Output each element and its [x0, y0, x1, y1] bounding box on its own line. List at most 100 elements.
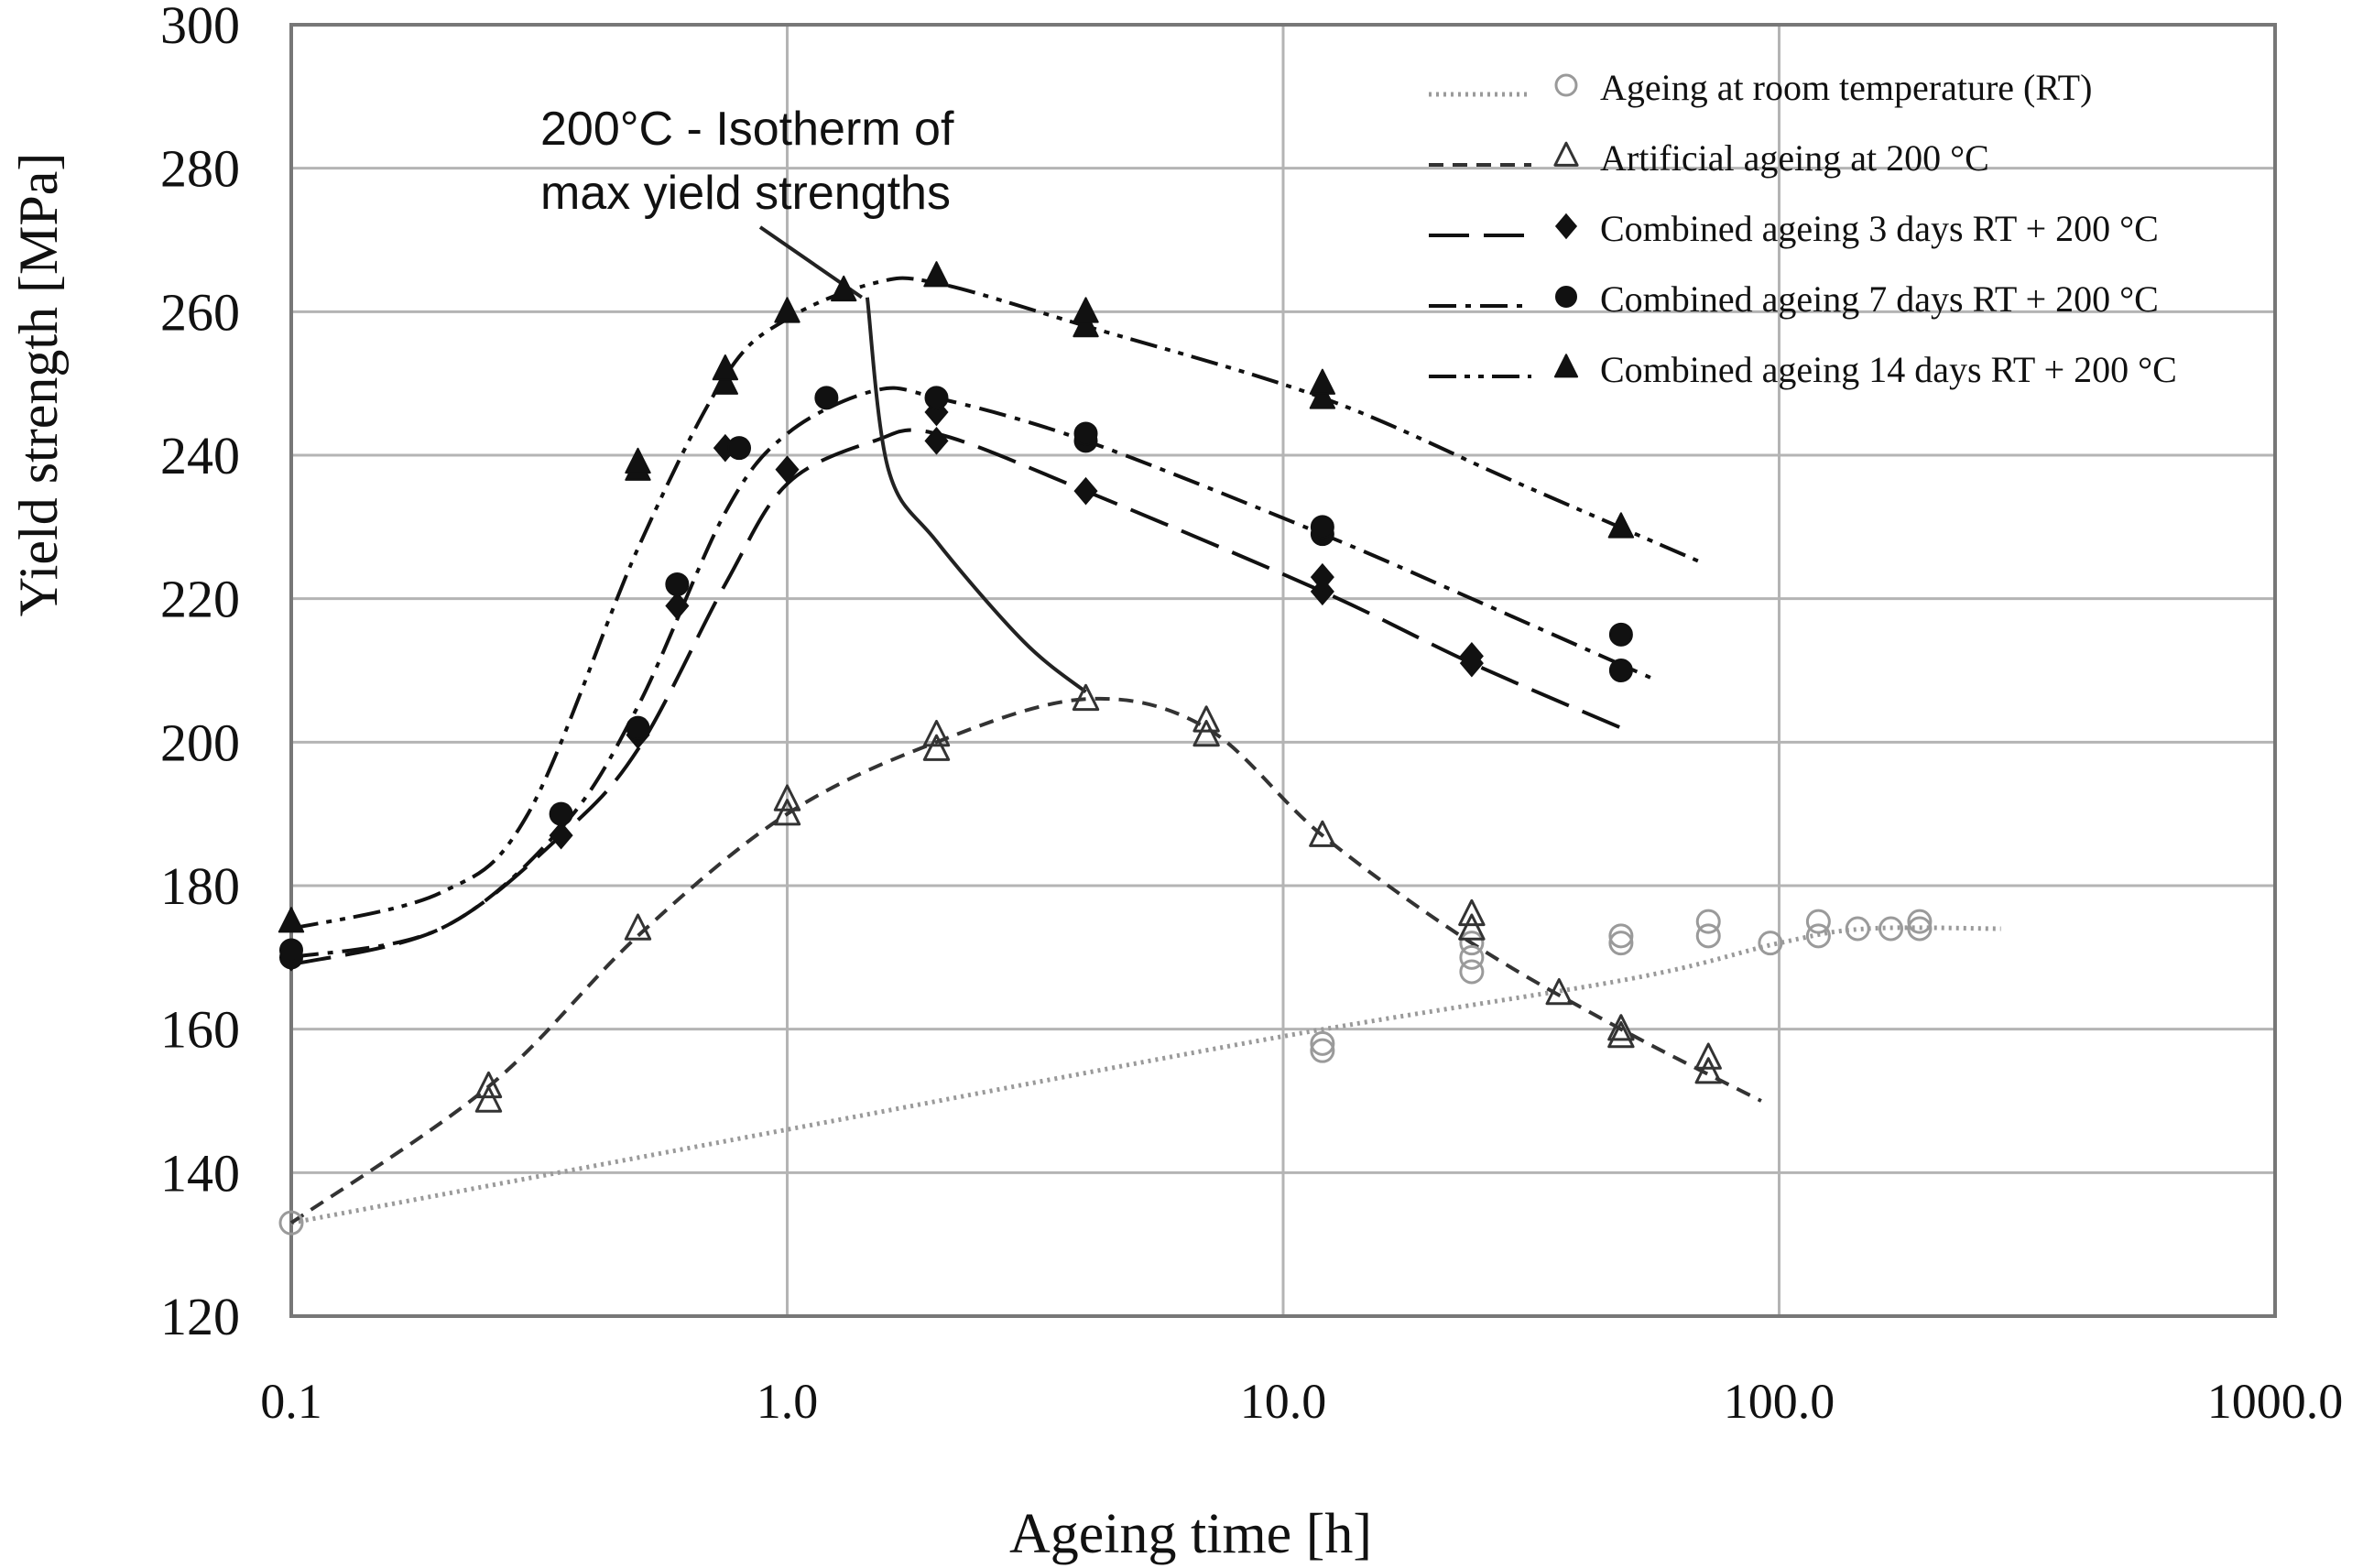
data-point-series-2	[624, 913, 652, 941]
data-points	[278, 261, 1933, 1236]
data-point-series-4	[1073, 421, 1098, 446]
data-point-series-4	[727, 436, 752, 461]
isotherm-curve	[865, 297, 1087, 694]
data-point-series-5	[1309, 383, 1336, 409]
legend: Ageing at room temperature (RT) Artificia…	[1429, 67, 2177, 390]
data-point-series-3	[665, 592, 690, 620]
data-point-series-1	[1459, 959, 1485, 985]
data-point-series-1	[1695, 909, 1721, 934]
trend-line-4	[290, 386, 1651, 960]
data-point-series-4	[1608, 659, 1633, 682]
legend-label-3: Combined ageing 3 days RT + 200 °C	[1600, 208, 2159, 249]
data-point-series-5	[625, 447, 651, 474]
tick-labels: 120 140 160 180 200 220 240 260 280 300 0.1 1.0 10.0…	[160, 0, 2343, 1429]
x-tick-label: 10.0	[1240, 1374, 1327, 1429]
data-point-series-2	[922, 720, 951, 747]
y-tick-label: 200	[160, 713, 240, 772]
data-point-series-2	[1607, 1014, 1635, 1041]
legend-marker-1	[1554, 73, 1578, 97]
y-tick-label: 240	[160, 426, 240, 485]
data-point-series-1	[1608, 923, 1634, 949]
data-point-series-1	[1878, 916, 1904, 942]
data-point-series-4	[924, 386, 949, 410]
data-point-series-1	[1805, 909, 1831, 934]
isotherm-annotation: 200°C - Isotherm of max yield strengths	[540, 103, 1087, 694]
y-axis-label: Yield strength [MPa]	[8, 153, 69, 617]
data-point-series-3	[1459, 641, 1484, 670]
y-tick-label: 160	[160, 1000, 240, 1060]
data-point-series-1	[1459, 944, 1485, 970]
legend-marker-2	[1553, 141, 1579, 167]
data-point-series-5	[1073, 297, 1099, 323]
y-tick-label: 260	[160, 282, 240, 342]
data-point-series-1	[1310, 1038, 1335, 1063]
data-point-series-5	[923, 261, 950, 288]
data-point-series-3	[924, 426, 949, 455]
x-tick-label: 1.0	[757, 1374, 819, 1429]
data-point-series-4	[814, 386, 839, 410]
data-point-series-5	[1073, 311, 1099, 338]
y-tick-label: 140	[160, 1143, 240, 1203]
trend-line-3	[290, 428, 1622, 967]
y-tick-label: 120	[160, 1287, 240, 1346]
data-point-series-2	[1694, 1042, 1722, 1070]
data-point-series-2	[1694, 1057, 1722, 1084]
data-point-series-2	[474, 1071, 503, 1099]
data-point-series-1	[1758, 931, 1783, 956]
data-point-series-5	[278, 907, 305, 933]
y-tick-label: 300	[160, 0, 240, 55]
data-point-series-2	[474, 1085, 503, 1113]
data-point-series-4	[1608, 622, 1633, 647]
data-point-series-3	[1073, 476, 1098, 506]
data-point-series-2	[1192, 705, 1220, 733]
data-point-series-3	[775, 455, 800, 485]
legend-label-4: Combined ageing 7 days RT + 200 °C	[1600, 278, 2159, 320]
x-tick-label: 0.1	[260, 1374, 322, 1429]
data-point-series-4	[279, 938, 303, 963]
plot-frame	[289, 23, 2277, 1318]
plot-border	[289, 23, 2277, 1318]
x-tick-label: 100.0	[1724, 1374, 1835, 1429]
data-point-series-1	[1845, 916, 1870, 942]
legend-label-5: Combined ageing 14 days RT + 200 °C	[1600, 349, 2177, 390]
data-point-series-2	[1607, 1021, 1635, 1049]
data-point-series-1	[1805, 923, 1831, 949]
data-point-series-1	[1310, 1030, 1335, 1056]
data-point-series-2	[773, 784, 801, 811]
data-point-series-4	[549, 801, 573, 826]
data-point-series-2	[773, 799, 801, 826]
data-point-series-5	[831, 275, 857, 302]
trend-lines	[289, 276, 2001, 1225]
data-point-series-2	[1192, 720, 1220, 747]
data-point-series-5	[712, 368, 739, 395]
data-point-series-2	[1545, 978, 1573, 1006]
data-point-series-1	[1459, 931, 1485, 956]
data-point-series-3	[1310, 562, 1334, 592]
data-point-series-2	[922, 734, 951, 761]
data-point-series-1	[1907, 916, 1933, 942]
legend-marker-5	[1553, 354, 1579, 378]
data-point-series-4	[1310, 515, 1334, 539]
annotation-line-1: 200°C - Isotherm of	[540, 103, 954, 156]
data-point-series-2	[1458, 913, 1486, 941]
trend-line-1	[290, 925, 2001, 1225]
data-point-series-1	[1608, 931, 1634, 956]
legend-label-1: Ageing at room temperature (RT)	[1600, 67, 2092, 108]
x-tick-label: 1000.0	[2207, 1374, 2344, 1429]
data-point-series-3	[549, 821, 573, 850]
data-point-series-1	[1695, 923, 1721, 949]
y-tick-label: 180	[160, 856, 240, 916]
data-point-series-5	[1607, 512, 1635, 539]
data-point-series-4	[626, 715, 650, 740]
data-point-series-5	[1309, 368, 1336, 395]
data-point-series-3	[1310, 577, 1334, 606]
y-tick-label: 220	[160, 570, 240, 629]
x-axis-label: Ageing time [h]	[1009, 1503, 1372, 1565]
data-point-series-1	[1907, 909, 1933, 934]
data-point-series-1	[278, 1210, 304, 1236]
data-point-series-5	[712, 354, 739, 381]
legend-marker-3	[1554, 212, 1578, 240]
data-point-series-2	[1458, 898, 1486, 927]
